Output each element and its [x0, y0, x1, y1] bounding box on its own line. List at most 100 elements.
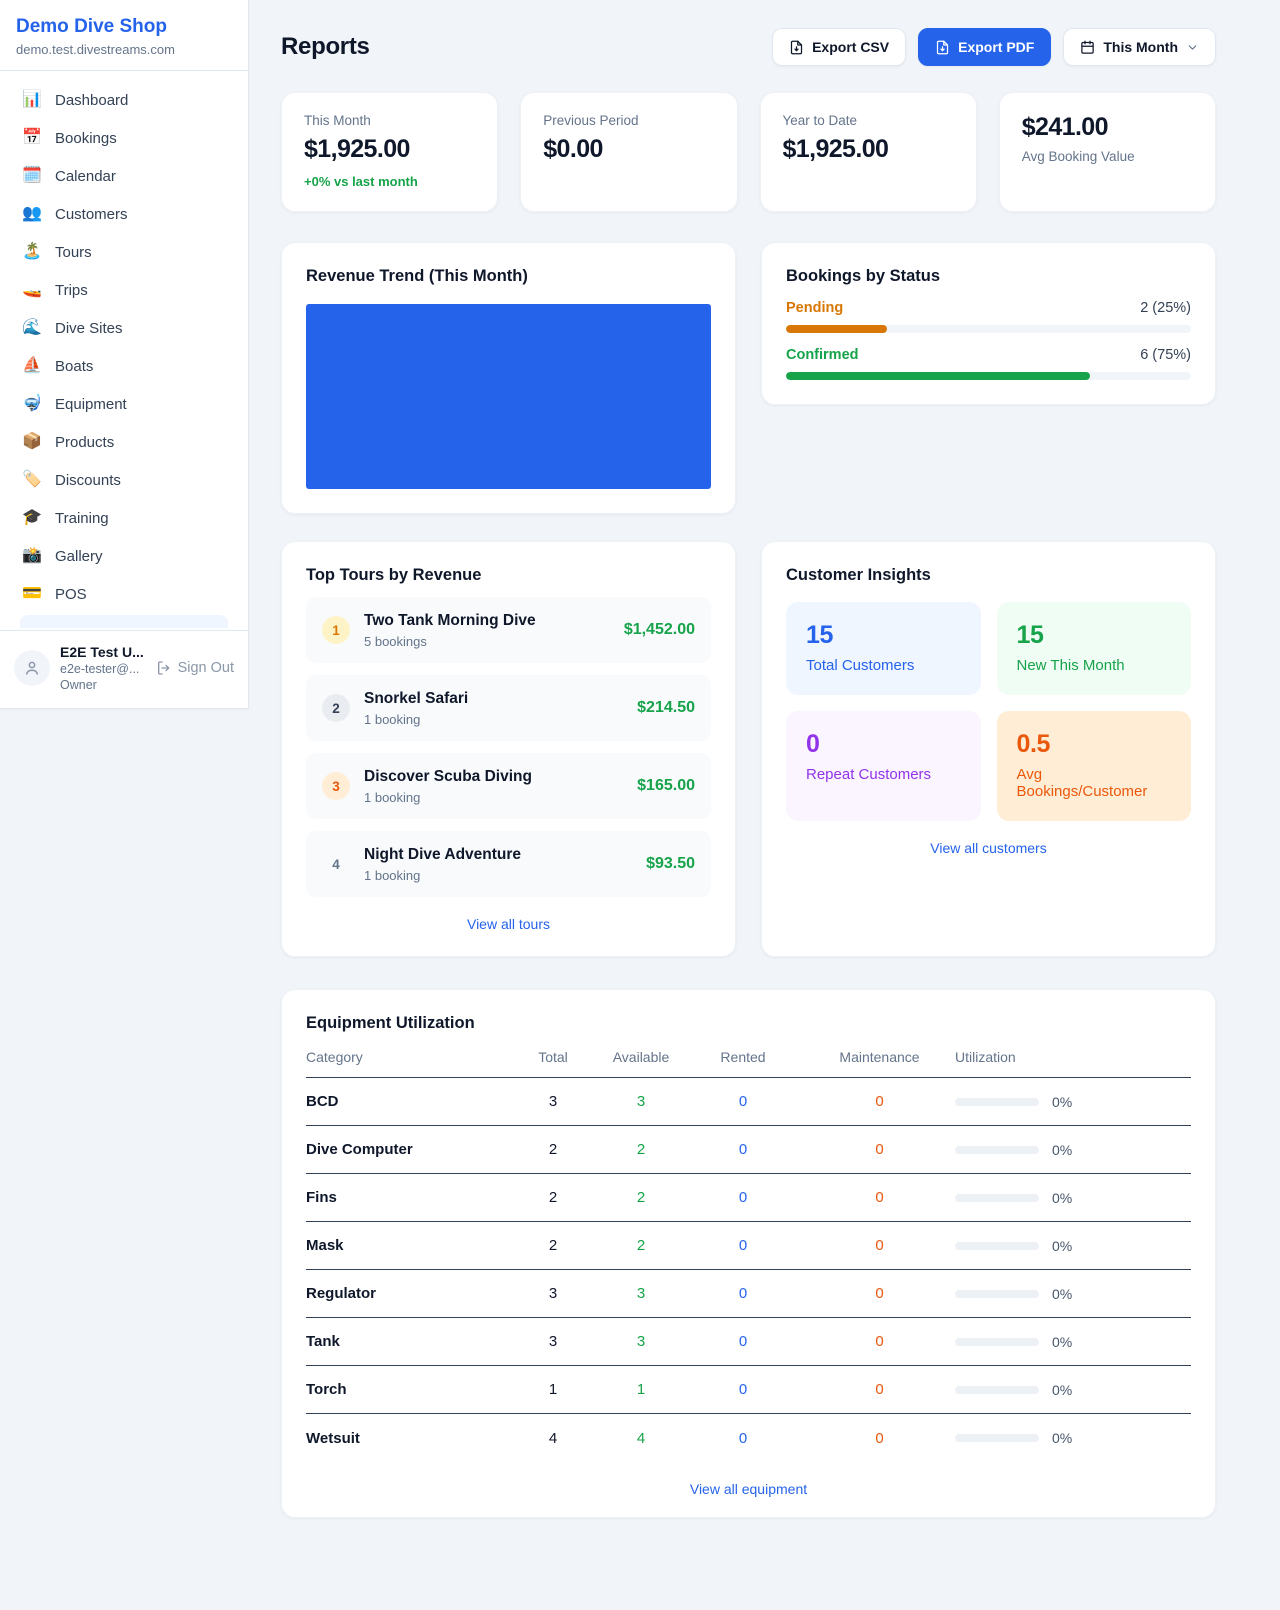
cell-total: 3 — [548, 1093, 558, 1110]
column-header-maintenance: Maintenance — [839, 1049, 920, 1065]
cell-category: Torch — [306, 1381, 347, 1398]
revenue-trend-chart — [306, 304, 711, 489]
column-header-utilization: Utilization — [955, 1049, 1016, 1065]
calendar-icon: 📅 — [22, 129, 42, 147]
stat-value: $1,925.00 — [782, 135, 889, 163]
stat-card-avg-booking-value: $241.00 Avg Booking Value — [998, 92, 1216, 212]
insight-tiles: 15 Total Customers 15 New This Month 0 R… — [786, 602, 1191, 821]
export-pdf-button[interactable]: Export PDF — [918, 28, 1052, 66]
cell-maintenance: 0 — [875, 1237, 884, 1254]
view-all-customers-link[interactable]: View all customers — [930, 840, 1047, 856]
cell-category: Fins — [306, 1189, 337, 1206]
view-all-equipment-link[interactable]: View all equipment — [689, 1481, 808, 1497]
progress-track — [786, 325, 1191, 333]
charts-row: Revenue Trend (This Month) Bookings by S… — [281, 242, 1216, 514]
sidebar-item-label: Dive Sites — [55, 319, 123, 337]
cell-category: Regulator — [306, 1285, 377, 1302]
stat-label: Year to Date — [782, 113, 858, 128]
shop-domain: demo.test.divestreams.com — [16, 41, 175, 57]
sidebar-item-label: Bookings — [55, 129, 117, 147]
cell-utilization: 0% — [955, 1334, 1191, 1350]
cell-utilization: 0% — [955, 1382, 1191, 1398]
cell-utilization: 0% — [955, 1286, 1191, 1302]
logout-icon — [157, 661, 169, 675]
cell-rented: 0 — [738, 1429, 748, 1447]
view-all-tours-link[interactable]: View all tours — [466, 916, 550, 932]
brand-block: Demo Dive Shop demo.test.divestreams.com — [0, 0, 248, 71]
tile-value: 0 — [806, 730, 820, 758]
status-label: Pending — [786, 300, 844, 316]
period-dropdown[interactable]: This Month — [1063, 28, 1216, 66]
calendar-icon — [1081, 40, 1095, 54]
cell-total: 3 — [548, 1285, 558, 1302]
table-row: Torch 1 1 0 0 0% — [306, 1366, 1191, 1414]
sidebar-item-training[interactable]: 🎓 Training — [10, 501, 238, 536]
sidebar-item-discounts[interactable]: 🏷️ Discounts — [10, 463, 238, 498]
table-row: Dive Computer 2 2 0 0 0% — [306, 1126, 1191, 1174]
sidebar-item-label: POS — [55, 585, 87, 603]
table-row: Tank 3 3 0 0 0% — [306, 1318, 1191, 1366]
stat-card-this-month: This Month $1,925.00 +0% vs last month — [281, 92, 499, 212]
revenue-trend-card: Revenue Trend (This Month) — [281, 242, 736, 514]
cell-maintenance: 0 — [875, 1429, 884, 1447]
list-item: 3 Discover Scuba Diving 1 booking $165.00 — [306, 753, 711, 819]
stat-label: This Month — [304, 113, 371, 128]
user-name: E2E Test U... — [60, 643, 144, 660]
sidebar-item-trips[interactable]: 🚤 Trips — [10, 273, 238, 308]
page-header: Reports Export CSV Export PDF This Month — [281, 28, 1216, 66]
sign-out-button[interactable]: Sign Out — [156, 660, 234, 676]
cell-available: 1 — [636, 1381, 646, 1398]
sidebar-item-boats[interactable]: ⛵ Boats — [10, 349, 238, 384]
list-item: 1 Two Tank Morning Dive 5 bookings $1,452… — [306, 597, 711, 663]
camera-icon: 📸 — [22, 547, 42, 565]
utilization-bar — [955, 1337, 1039, 1346]
sidebar-item-bookings[interactable]: 📅 Bookings — [10, 121, 238, 156]
tour-name: Discover Scuba Diving — [364, 767, 532, 785]
sidebar-item-tours[interactable]: 🏝️ Tours — [10, 235, 238, 270]
tile-avg-bookings: 0.5 Avg Bookings/Customer — [996, 711, 1191, 821]
period-label: This Month — [1103, 39, 1178, 55]
sidebar-item-label: Equipment — [55, 395, 127, 413]
cell-total: 2 — [548, 1237, 558, 1254]
utilization-percent: 0% — [1052, 1093, 1073, 1110]
column-header-category: Category — [306, 1049, 363, 1065]
sidebar-item-pos[interactable]: 💳 POS — [10, 577, 238, 612]
main-content: Reports Export CSV Export PDF This Month… — [249, 0, 1280, 1518]
cell-utilization: 0% — [955, 1190, 1191, 1206]
sidebar-item-dashboard[interactable]: 📊 Dashboard — [10, 83, 238, 118]
rank-badge: 3 — [322, 772, 350, 800]
user-info: E2E Test U... e2e-tester@... Owner — [60, 644, 144, 692]
export-pdf-label: Export PDF — [958, 39, 1035, 55]
cell-total: 4 — [548, 1429, 558, 1447]
sidebar-item-gallery[interactable]: 📸 Gallery — [10, 539, 238, 574]
sidebar-item-label: Discounts — [55, 471, 121, 489]
sidebar-item-dive-sites[interactable]: 🌊 Dive Sites — [10, 311, 238, 346]
file-download-icon — [936, 40, 949, 54]
chevron-down-icon — [1188, 44, 1197, 50]
sidebar-item-products[interactable]: 📦 Products — [10, 425, 238, 460]
cell-available: 3 — [636, 1093, 646, 1110]
sidebar-item-equipment[interactable]: 🤿 Equipment — [10, 387, 238, 422]
cell-total: 3 — [548, 1333, 558, 1350]
tile-label: New This Month — [1016, 657, 1125, 674]
utilization-bar — [955, 1241, 1039, 1250]
people-icon: 👥 — [22, 205, 42, 223]
sidebar-item-label: Trips — [55, 281, 88, 299]
active-nav-indicator[interactable] — [20, 614, 228, 628]
tile-value: 0.5 — [1016, 730, 1051, 758]
stat-label: Avg Booking Value — [1021, 149, 1135, 164]
cell-available: 4 — [636, 1429, 646, 1447]
sidebar-item-label: Calendar — [55, 167, 116, 185]
status-row-pending: Pending 2 (25%) — [786, 300, 1191, 333]
progress-fill — [786, 372, 1090, 380]
export-csv-button[interactable]: Export CSV — [772, 28, 907, 66]
sidebar-item-label: Products — [55, 433, 115, 451]
top-tours-card: Top Tours by Revenue 1 Two Tank Morning … — [281, 541, 736, 957]
cell-category: Wetsuit — [306, 1429, 360, 1447]
sidebar-item-customers[interactable]: 👥 Customers — [10, 197, 238, 232]
tour-bookings: 1 booking — [364, 789, 421, 805]
utilization-percent: 0% — [1052, 1189, 1073, 1206]
header-actions: Export CSV Export PDF This Month — [772, 28, 1216, 66]
tour-bookings: 1 booking — [364, 867, 421, 883]
sidebar-item-calendar[interactable]: 🗓️ Calendar — [10, 159, 238, 194]
